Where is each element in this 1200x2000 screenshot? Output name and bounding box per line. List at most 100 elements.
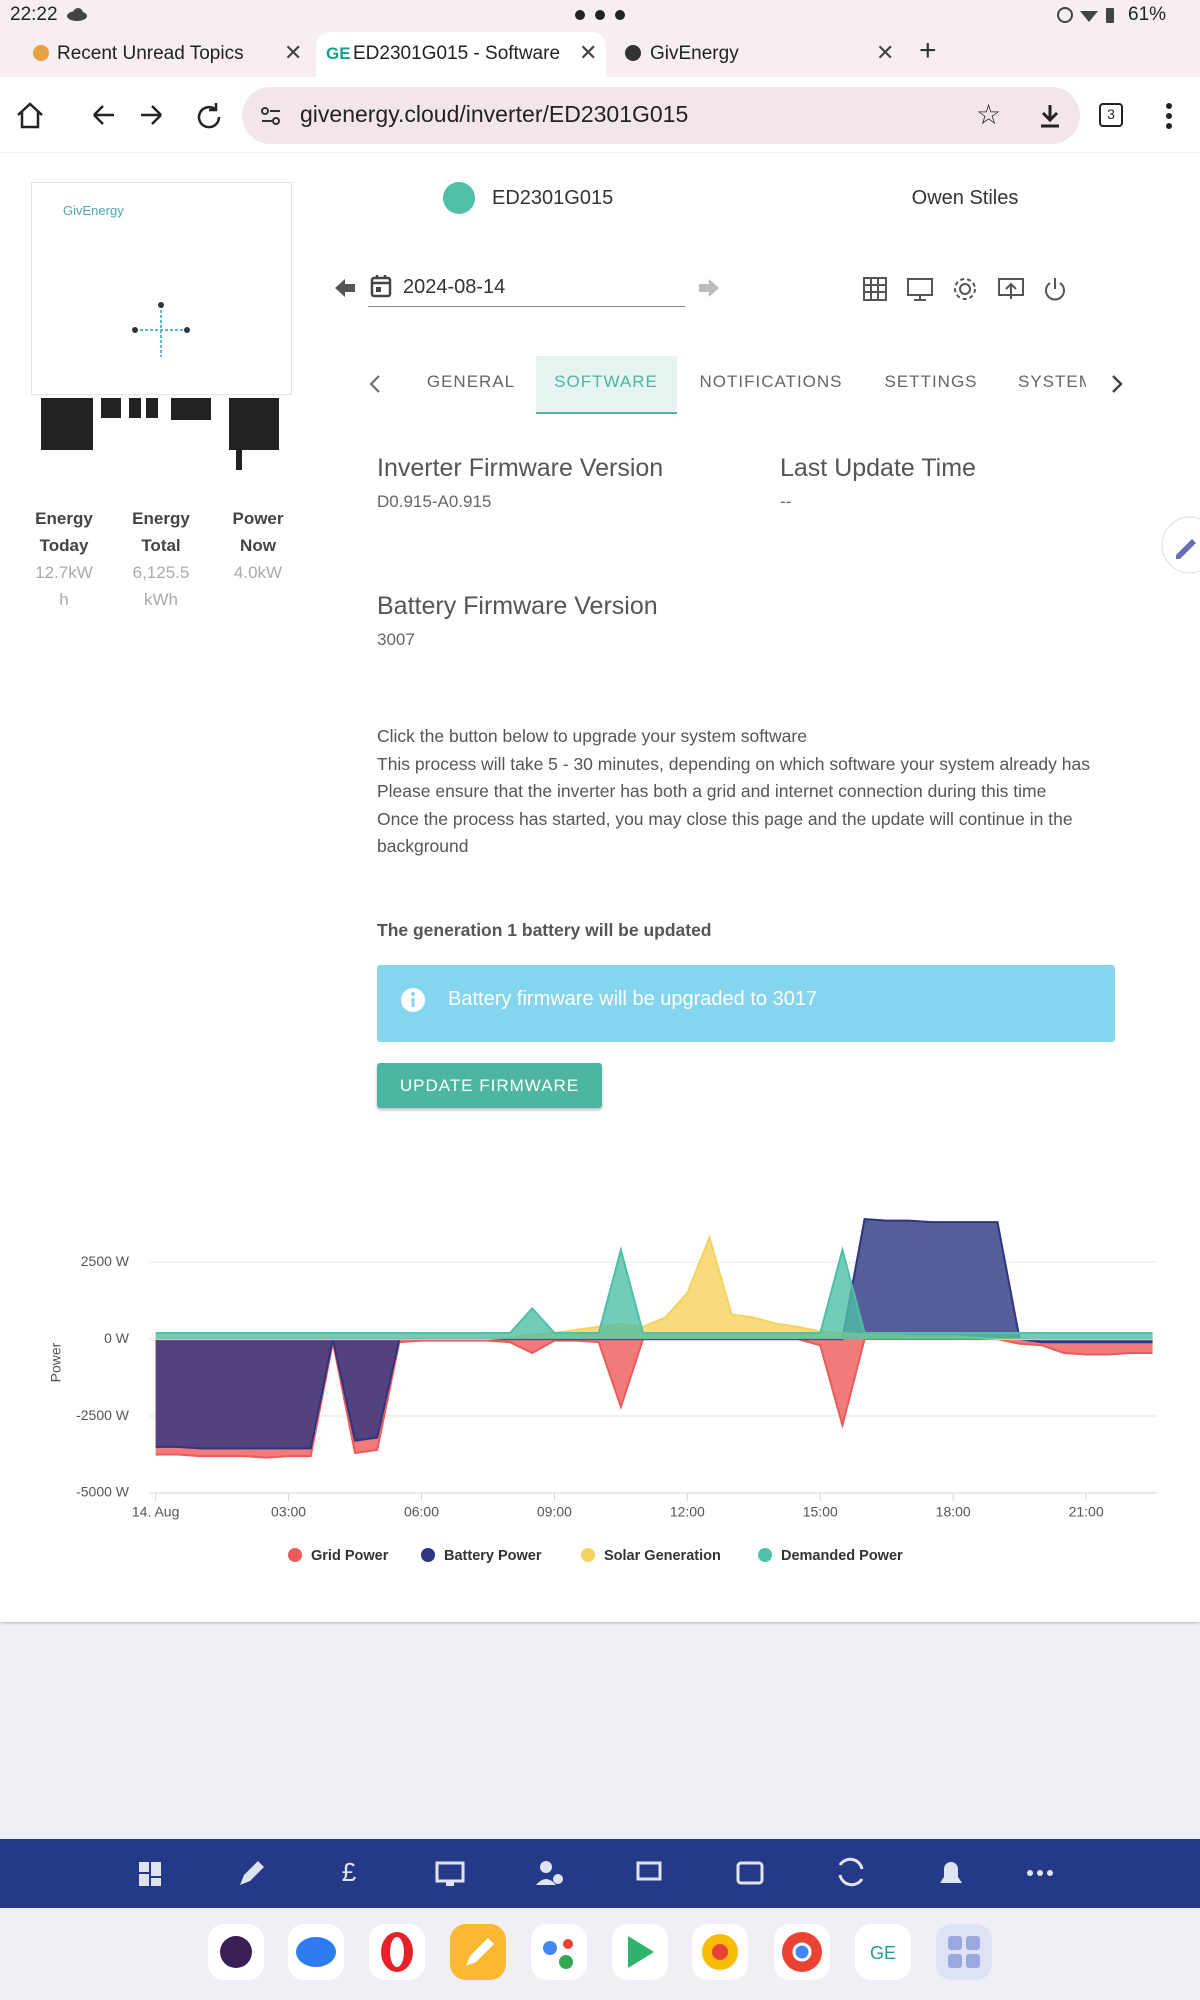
instruction: Please ensure that the inverter has both… (377, 781, 1047, 801)
section-tab[interactable]: SETTINGS (884, 372, 978, 391)
battery-level: 61% (1128, 4, 1167, 25)
x-tick-label: 06:00 (404, 1504, 439, 1520)
update-button[interactable]: UPDATE FIRMWARE (377, 1063, 602, 1108)
y-tick-label: -5000 W (76, 1484, 130, 1500)
owner: Owen Stiles (911, 187, 1019, 209)
section-tab[interactable]: SYSTEM (1018, 372, 1086, 391)
stat-label: Energy Total (132, 509, 190, 555)
legend-marker (581, 1548, 595, 1562)
inverter-image (31, 182, 292, 395)
y-tick-label: -2500 W (76, 1407, 130, 1423)
dock-apps[interactable]: GE (0, 1908, 1200, 2000)
browser-chrome: 22:22 61% Recent Unread Topics ✕ GE ED23… (0, 0, 1200, 153)
section-tab[interactable]: NOTIFICATIONS (699, 372, 843, 391)
tab-close[interactable]: ✕ (284, 40, 303, 65)
dock (0, 1908, 1200, 2000)
stat-value: 12.7kWh (35, 563, 93, 609)
section-tab[interactable]: GENERAL (426, 372, 516, 391)
new-tab[interactable]: + (919, 34, 937, 67)
prev-day[interactable] (333, 277, 357, 299)
series-line (155, 1245, 1153, 1334)
edit-fab[interactable] (1160, 515, 1200, 575)
tab-count[interactable]: 3 (1099, 103, 1123, 127)
status-icons (1057, 7, 1114, 23)
tab-close[interactable]: ✕ (876, 40, 895, 65)
x-tick-label: 03:00 (271, 1504, 306, 1520)
legend-marker (421, 1548, 435, 1562)
section-tab[interactable]: SOFTWARE (554, 372, 658, 391)
tab-title[interactable]: GivEnergy (650, 43, 739, 64)
y-tick-label: 0 W (104, 1330, 130, 1346)
svg-text:£: £ (342, 1857, 357, 1887)
x-tick-label: 15:00 (803, 1504, 838, 1520)
tab-title[interactable]: Recent Unread Topics (57, 43, 244, 64)
app-nav (0, 1839, 1200, 1908)
field-value: D0.915-A0.915 (377, 492, 492, 511)
url[interactable]: givenergy.cloud/inverter/ED2301G015 (300, 101, 689, 127)
instruction: Click the button below to upgrade your s… (377, 726, 807, 746)
serial: ED2301G015 (492, 187, 614, 209)
field-label: Inverter Firmware Version (377, 454, 664, 482)
tab-favicon (625, 45, 641, 61)
stat-value: 4.0kW (233, 563, 283, 582)
date-underline (368, 306, 685, 307)
stat-value: 6,125.5kWh (132, 563, 190, 609)
field-label: Last Update Time (780, 454, 976, 482)
stat: Energy Total 6,125.5kWh (131, 505, 191, 613)
stat-label: Power Now (232, 509, 284, 555)
x-tick-label: 12:00 (670, 1504, 705, 1520)
stat-label: Energy Today (35, 509, 93, 555)
view-icons[interactable] (862, 275, 1072, 303)
legend-label: Grid Power (311, 1548, 389, 1564)
download[interactable] (1038, 103, 1062, 129)
svg-text:GE: GE (870, 1943, 896, 1963)
power-chart: -5000 W -2500 W 0 W 2500 W 14. Aug 03:00 06:00… (48, 1218, 1157, 1564)
stat: Energy Today 12.7kWh (34, 505, 94, 613)
y-axis-label: Power (48, 1342, 64, 1382)
tab-title[interactable]: ED2301G015 - Software (353, 43, 561, 64)
app-nav-icons[interactable]: £ (0, 1839, 1200, 1908)
legend-marker (758, 1548, 772, 1562)
instruction: Once the process has started, you may cl… (377, 808, 1073, 857)
tabs-left[interactable] (368, 374, 382, 394)
active-tab[interactable] (316, 32, 606, 80)
tab-favicon: GE (326, 44, 351, 63)
date[interactable]: 2024-08-14 (403, 276, 506, 298)
x-tick-label: 18:00 (936, 1504, 971, 1520)
status-dot (443, 182, 475, 214)
menu[interactable] (1164, 102, 1174, 130)
legend-marker (288, 1548, 302, 1562)
url-bar[interactable] (242, 87, 1080, 144)
x-tick-label: 14. Aug (132, 1504, 180, 1520)
tabs-right[interactable] (1110, 374, 1124, 394)
alert-text: Battery firmware will be upgraded to 301… (448, 988, 818, 1010)
field-value: -- (780, 492, 792, 511)
instructions: Click the button below to upgrade your s… (377, 723, 1117, 861)
inverter-drawing (41, 302, 279, 470)
bookmark[interactable]: ☆ (976, 99, 1002, 130)
next-day[interactable] (697, 277, 721, 299)
active-section-tab[interactable] (536, 356, 677, 414)
dots-icon (575, 10, 625, 20)
legend-label: Demanded Power (781, 1548, 903, 1564)
alert (377, 965, 1115, 1042)
calendar-icon[interactable] (370, 274, 392, 298)
battery-note: The generation 1 battery will be updated (377, 920, 712, 940)
info-icon (401, 988, 425, 1012)
stat: Power Now 4.0kW (228, 505, 288, 586)
area-fill (155, 1219, 1153, 1449)
logo: GivEnergy (63, 203, 124, 218)
legend-label: Solar Generation (604, 1548, 721, 1564)
field-label: Battery Firmware Version (377, 592, 658, 620)
site-info[interactable] (260, 105, 282, 127)
instruction: This process will take 5 - 30 minutes, d… (377, 753, 1090, 774)
tab-close[interactable]: ✕ (579, 40, 598, 65)
cloud-icon (67, 8, 87, 21)
field-value: 3007 (377, 630, 415, 649)
nav-buttons[interactable] (14, 100, 234, 130)
tab-favicon (33, 45, 49, 61)
legend-label: Battery Power (444, 1548, 542, 1564)
clock: 22:22 (10, 4, 58, 25)
